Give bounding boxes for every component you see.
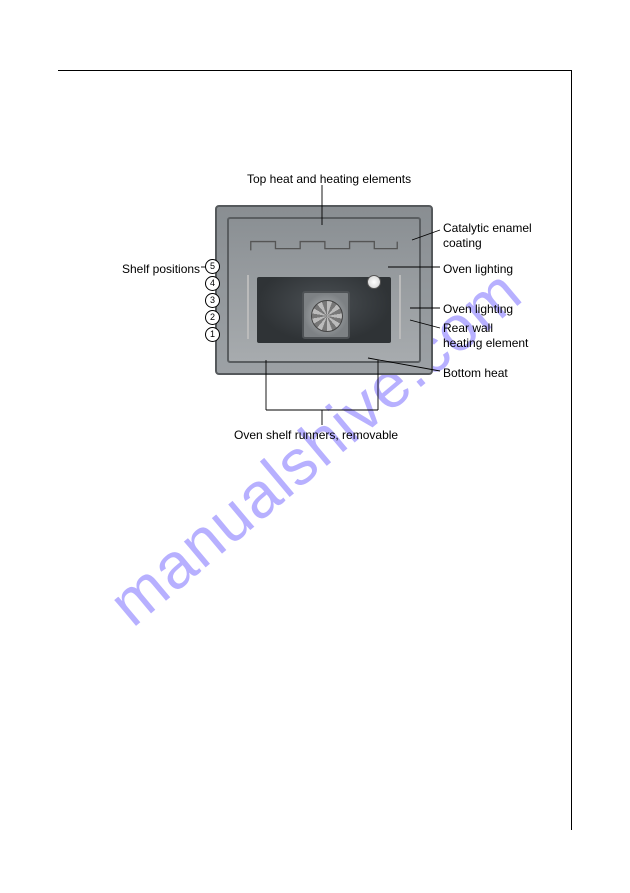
shelf-num: 5	[205, 259, 220, 274]
label-rear-wall: Rear wall heating element	[443, 321, 528, 351]
fan-housing-icon	[302, 291, 350, 339]
oven-light-icon	[367, 275, 381, 289]
label-catalytic: Catalytic enamel coating	[443, 221, 532, 251]
page-top-rule	[58, 70, 572, 71]
shelf-num: 2	[205, 310, 220, 325]
oven-inner-frame	[227, 217, 421, 363]
shelf-position-markers: 5 4 3 2 1	[205, 259, 220, 344]
label-oven-lighting-1: Oven lighting	[443, 262, 513, 277]
fan-icon	[311, 300, 343, 332]
label-oven-lighting-2: Oven lighting	[443, 302, 513, 317]
top-heating-element-icon	[249, 239, 399, 253]
shelf-num: 4	[205, 276, 220, 291]
oven-diagram: 5 4 3 2 1 Top heat and heating elements …	[58, 170, 572, 470]
label-bottom-heat: Bottom heat	[443, 366, 508, 381]
label-top-heat: Top heat and heating elements	[247, 172, 411, 187]
left-rail-icon	[247, 275, 249, 339]
right-rail-icon	[399, 275, 401, 339]
shelf-num: 3	[205, 293, 220, 308]
label-shelf-positions: Shelf positions	[122, 262, 200, 277]
oven-body	[215, 205, 433, 375]
shelf-num: 1	[205, 327, 220, 342]
label-runners: Oven shelf runners, removable	[234, 428, 398, 443]
